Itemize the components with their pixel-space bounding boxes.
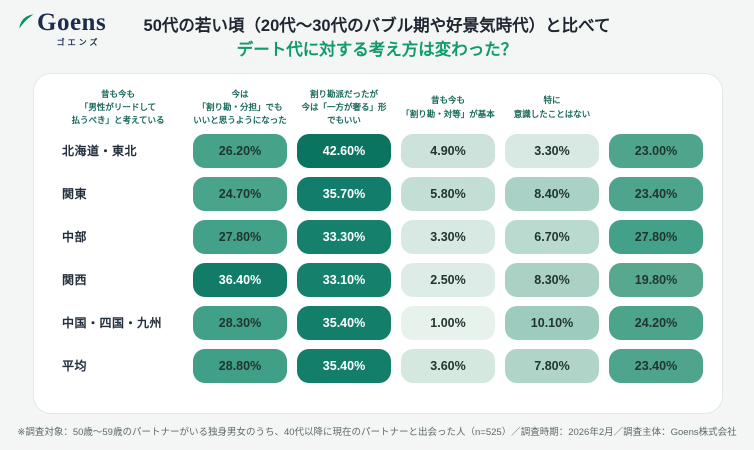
heatmap-cell: 35.40% — [297, 348, 391, 383]
heatmap-cell: 1.00% — [401, 305, 495, 340]
heatmap-card: 昔も今も 「男性がリードして 払うべき」と考えている 今は 「割り勘・分担」でも … — [33, 73, 723, 414]
heatmap-cell: 8.30% — [505, 262, 599, 297]
chart-title-line2: デート代に対する考え方は変わった？ — [236, 40, 518, 59]
heatmap-table: 昔も今も 「男性がリードして 払うべき」と考えている 今は 「割り勘・分担」でも … — [48, 86, 708, 387]
heatmap-cell: 19.80% — [609, 262, 703, 297]
heatmap-cell: 26.20% — [193, 133, 287, 168]
heatmap-cell: 6.70% — [505, 219, 599, 254]
heatmap-cell: 23.40% — [609, 176, 703, 211]
heatmap-cell: 23.00% — [609, 133, 703, 168]
row-label: 関東 — [62, 187, 88, 201]
heatmap-cell: 2.50% — [401, 262, 495, 297]
heatmap-cell: 35.70% — [297, 176, 391, 211]
heatmap-cell: 27.80% — [609, 219, 703, 254]
heatmap-cell: 28.30% — [193, 305, 287, 340]
leaf-icon — [19, 14, 34, 29]
heatmap-cell: 33.10% — [297, 262, 391, 297]
logo-name: Goens — [37, 9, 107, 36]
heatmap-cell: 3.60% — [401, 348, 495, 383]
heatmap-cell: 24.70% — [193, 176, 287, 211]
logo-kana: ゴエンズ — [56, 38, 101, 47]
heatmap-cell: 27.80% — [193, 219, 287, 254]
heatmap-cell: 35.40% — [297, 305, 391, 340]
chart-title: 50代の若い頃（20代〜30代のバブル期や好景気時代）と比べて デート代に対する… — [0, 15, 754, 63]
chart-title-line1: 50代の若い頃（20代〜30代のバブル期や好景気時代）と比べて — [143, 17, 611, 35]
row-label: 中国・四国・九州 — [62, 316, 163, 330]
footer: ※調査対象：50歳〜59歳のパートナーがいる独身男女のうち、40代以降に現在のパ… — [0, 424, 754, 438]
row-label: 北海道・東北 — [62, 144, 138, 158]
heatmap-cell: 7.80% — [505, 348, 599, 383]
row-label: 関西 — [62, 273, 88, 287]
column-header-5: 特に 意識したことはない — [513, 95, 591, 119]
heatmap-cell: 3.30% — [505, 133, 599, 168]
heatmap-cell: 10.10% — [505, 305, 599, 340]
heatmap-cell: 8.40% — [505, 176, 599, 211]
column-header-2: 今は 「割り勘・分担」でも いいと思うようになった — [193, 88, 287, 126]
survey-note: ※調査対象：50歳〜59歳のパートナーがいる独身男女のうち、40代以降に現在のパ… — [17, 427, 737, 438]
heatmap-cell: 4.90% — [401, 133, 495, 168]
logo: Goens ゴエンズ — [18, 10, 106, 48]
column-header-4: 昔も今も 「割り勘・対等」が基本 — [401, 95, 495, 119]
heatmap-cell: 28.80% — [193, 348, 287, 383]
heatmap-cell: 42.60% — [297, 133, 391, 168]
heatmap-cell: 36.40% — [193, 262, 287, 297]
row-label: 平均 — [62, 359, 88, 373]
row-label: 中部 — [62, 230, 88, 244]
heatmap-cell: 5.80% — [401, 176, 495, 211]
heatmap-cell: 24.20% — [609, 305, 703, 340]
table-corner — [604, 82, 708, 134]
heatmap-cell: 23.40% — [609, 348, 703, 383]
heatmap-cell: 33.30% — [297, 219, 391, 254]
heatmap-cell: 3.30% — [401, 219, 495, 254]
column-header-3: 割り勘派だったが 今は「一方が奢る」形 でもいい — [301, 88, 387, 126]
column-header-1: 昔も今も 「男性がリードして 払うべき」と考えている — [71, 88, 165, 126]
